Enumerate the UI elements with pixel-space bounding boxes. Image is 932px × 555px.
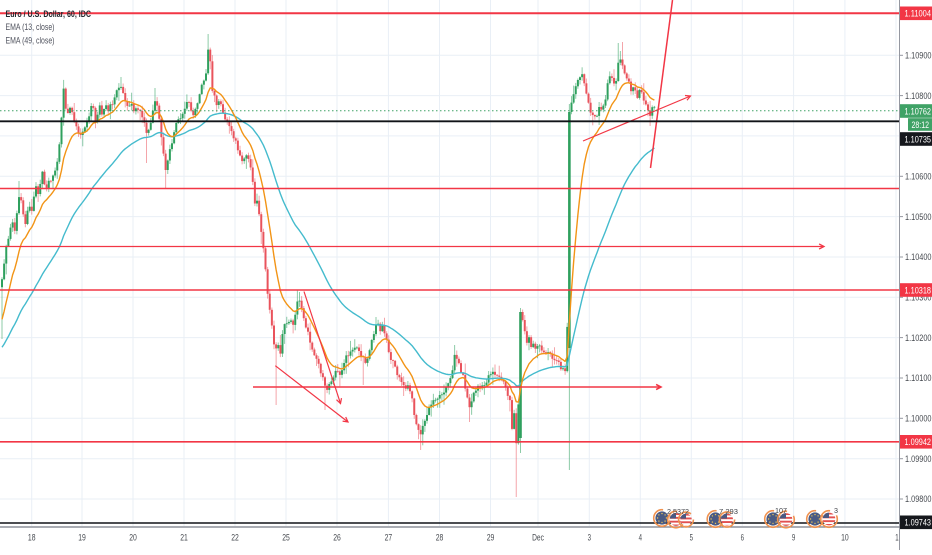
svg-text:107: 107 [775,506,787,515]
svg-text:28: 28 [436,533,444,544]
svg-text:1.10735: 1.10735 [905,134,932,145]
svg-text:1.10300: 1.10300 [905,293,932,304]
svg-text:20: 20 [129,533,137,544]
svg-text:3: 3 [588,533,591,544]
svg-text:Dec: Dec [532,533,544,544]
svg-text:1.09900: 1.09900 [905,454,932,465]
svg-text:4: 4 [639,533,642,544]
svg-text:28:12: 28:12 [912,120,930,130]
svg-text:27: 27 [385,533,393,544]
svg-text:1.10000: 1.10000 [905,414,932,425]
svg-text:1.09800: 1.09800 [905,494,932,505]
svg-text:1.10500: 1.10500 [905,212,932,223]
svg-text:25: 25 [282,533,290,544]
svg-text:1.10900: 1.10900 [905,51,932,62]
svg-text:1.11004: 1.11004 [905,9,932,20]
svg-text:9: 9 [792,533,795,544]
svg-text:1.10400: 1.10400 [905,252,932,263]
svg-text:6: 6 [741,533,744,544]
svg-text:3: 3 [834,506,838,515]
svg-text:2 5372: 2 5372 [667,507,689,516]
svg-text:26: 26 [333,533,341,544]
svg-text:19: 19 [78,533,86,544]
svg-text:1: 1 [895,533,898,544]
svg-text:1.10318: 1.10318 [905,285,932,296]
svg-text:1.10762: 1.10762 [905,106,932,117]
svg-text:10: 10 [841,533,849,544]
svg-text:EMA (49, close): EMA (49, close) [6,35,55,45]
svg-text:1.09743: 1.09743 [905,518,932,529]
svg-text:5: 5 [690,533,693,544]
svg-text:1.10800: 1.10800 [905,91,932,102]
svg-text:Euro / U.S. Dollar, 60, IDC: Euro / U.S. Dollar, 60, IDC [6,9,92,20]
svg-text:22: 22 [231,533,239,544]
svg-text:29: 29 [487,533,495,544]
svg-text:1.10600: 1.10600 [905,172,932,183]
svg-text:1.10200: 1.10200 [905,333,932,344]
svg-text:EMA (13, close): EMA (13, close) [6,22,55,32]
svg-text:18: 18 [28,533,36,544]
svg-text:1.09942: 1.09942 [905,437,932,448]
svg-text:21: 21 [180,533,188,544]
svg-text:1.10100: 1.10100 [905,373,932,384]
svg-text:7 293: 7 293 [719,507,738,516]
